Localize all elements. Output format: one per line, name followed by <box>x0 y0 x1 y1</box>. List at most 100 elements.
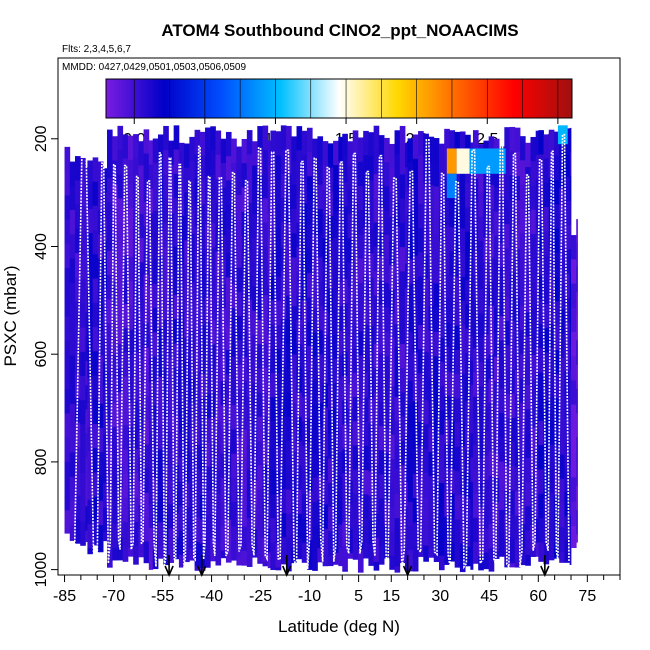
profile-arrow-head <box>281 565 292 577</box>
heatmap-cell <box>117 174 124 199</box>
heatmap-cell <box>465 304 471 330</box>
heatmap-cell <box>378 474 385 500</box>
heatmap-highlight-cell <box>557 125 568 145</box>
heatmap-cell <box>459 131 466 157</box>
heatmap-cell <box>205 176 211 201</box>
heatmap-cell <box>291 136 297 162</box>
heatmap-cell <box>97 500 104 526</box>
heatmap-cell <box>525 506 531 531</box>
heatmap-cell <box>178 482 185 507</box>
heatmap-cell <box>352 324 359 349</box>
heatmap-cell <box>127 281 134 306</box>
heatmap-cell <box>357 210 364 235</box>
heatmap-cell <box>504 127 510 152</box>
heatmap-cell <box>389 458 395 484</box>
heatmap-cell <box>280 440 287 466</box>
heatmap-cell <box>85 191 88 216</box>
heatmap-cell <box>231 526 237 551</box>
heatmap-cell <box>338 209 343 235</box>
heatmap-cell <box>262 319 269 345</box>
heatmap-cell <box>559 260 565 286</box>
heatmap-cell <box>368 544 375 566</box>
heatmap-cell <box>87 451 94 476</box>
heatmap-cell <box>352 203 359 228</box>
heatmap-cell <box>488 257 495 283</box>
heatmap-cell <box>363 155 369 180</box>
heatmap-cell <box>559 163 565 189</box>
heatmap-cell <box>64 316 71 342</box>
heatmap-cell <box>327 482 334 508</box>
heatmap-cell <box>152 356 159 382</box>
heatmap-cell <box>220 478 227 503</box>
heatmap-cell <box>433 138 440 163</box>
heatmap-cell <box>246 227 253 252</box>
heatmap-cell <box>499 291 505 317</box>
heatmap-cell <box>210 271 216 297</box>
heatmap-cell <box>225 374 232 399</box>
heatmap-cell <box>157 182 164 208</box>
heatmap-cell <box>148 358 154 384</box>
heatmap-cell <box>178 385 185 410</box>
heatmap-cell <box>368 204 375 230</box>
heatmap-cell <box>178 530 185 556</box>
heatmap-cell <box>184 143 190 169</box>
heatmap-cell <box>117 295 124 321</box>
heatmap-cell <box>357 307 364 332</box>
heatmap-cell <box>543 255 550 281</box>
heatmap-cell <box>231 284 237 309</box>
heatmap-cell <box>133 521 139 547</box>
heatmap-cell <box>333 140 339 166</box>
heatmap-cell <box>363 324 369 350</box>
heatmap-cell <box>215 178 222 204</box>
heatmap-cell <box>199 277 206 302</box>
heatmap-cell <box>178 433 185 459</box>
heatmap-cell <box>252 213 258 239</box>
heatmap-cell <box>103 362 108 387</box>
heatmap-cell <box>520 378 526 404</box>
heatmap-cell <box>504 199 510 225</box>
heatmap-cell <box>553 204 560 229</box>
heatmap-cell <box>107 493 113 518</box>
heatmap-cell <box>178 506 185 531</box>
heatmap-cell <box>85 457 88 483</box>
heatmap-cell <box>215 154 222 180</box>
heatmap-cell <box>173 319 180 344</box>
heatmap-cell <box>352 542 359 560</box>
heatmap-cell <box>514 418 521 444</box>
heatmap-cell <box>399 465 406 490</box>
heatmap-cell <box>499 340 505 365</box>
heatmap-cell <box>499 243 505 269</box>
heatmap-cell <box>363 542 369 559</box>
heatmap-cell <box>514 370 521 395</box>
heatmap-cell <box>173 198 180 223</box>
heatmap-cell <box>231 380 237 406</box>
heatmap-cell <box>112 451 118 476</box>
heatmap-cell <box>342 303 348 329</box>
heatmap-cell <box>97 476 104 502</box>
heatmap-cell <box>122 400 129 426</box>
heatmap-cell <box>559 285 565 310</box>
heatmap-cell <box>553 470 560 496</box>
heatmap-cell <box>173 343 180 369</box>
heatmap-cell <box>69 355 76 381</box>
heatmap-cell <box>525 482 531 507</box>
heatmap-cell <box>465 377 471 402</box>
heatmap-cell <box>267 334 271 359</box>
heatmap-cell <box>168 504 175 529</box>
heatmap-cell <box>168 431 175 457</box>
heatmap-cell <box>64 340 71 366</box>
heatmap-cell <box>306 442 313 468</box>
heatmap-cell <box>205 127 211 153</box>
heatmap-cell <box>215 324 222 350</box>
heatmap-cell <box>220 259 227 285</box>
heatmap-cell <box>407 550 414 572</box>
heatmap-cell <box>569 564 572 565</box>
heatmap-cell <box>306 152 313 177</box>
heatmap-cell <box>246 566 253 567</box>
heatmap-cell <box>138 359 145 384</box>
heatmap-cell <box>64 292 71 317</box>
heatmap-cell <box>322 383 329 409</box>
heatmap-cell <box>535 421 539 447</box>
heatmap-cell <box>423 254 429 280</box>
heatmap-cell <box>342 133 348 159</box>
